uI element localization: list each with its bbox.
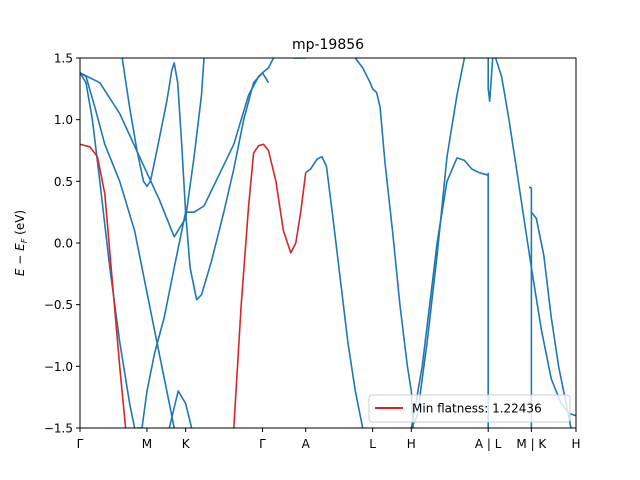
- band-line-2: [121, 58, 275, 301]
- band-line-6: [305, 155, 364, 428]
- x-tick-label: Γ: [259, 437, 266, 451]
- chart-title: mp-19856: [292, 37, 364, 53]
- y-tick-label: 0.0: [54, 237, 73, 251]
- band-line-4: [137, 72, 270, 428]
- y-tick-label: 0.5: [54, 175, 73, 189]
- x-tick-label: H: [571, 437, 580, 451]
- band-line-5: [168, 390, 193, 428]
- band-lines: [80, 58, 576, 428]
- y-tick-label: 1.0: [54, 113, 73, 127]
- x-tick-label: A: [302, 437, 311, 451]
- x-tick-label: M: [142, 437, 152, 451]
- y-axis-label: E − EF (eV): [13, 210, 29, 276]
- y-tick-label: −0.5: [44, 298, 73, 312]
- x-tick-label: H: [407, 437, 416, 451]
- band-line-3: [80, 58, 205, 238]
- y-tick-label: −1.0: [44, 360, 73, 374]
- flat-band-line-0: [80, 143, 127, 428]
- x-tick-label: Γ: [77, 437, 84, 451]
- legend: Min flatness: 1.22436: [368, 394, 571, 423]
- band-line-13: [494, 58, 576, 417]
- band-line-8: [354, 58, 415, 428]
- flat-band-line-1: [233, 143, 307, 428]
- band-line-1: [80, 72, 136, 428]
- band-line-12: [487, 58, 494, 102]
- y-tick-label: 1.5: [54, 52, 73, 66]
- x-tick-label: M | K: [516, 437, 547, 451]
- x-tick-label: L: [369, 437, 376, 451]
- y-tick-label: −1.5: [44, 422, 73, 436]
- legend-label: Min flatness: 1.22436: [412, 402, 542, 416]
- x-tick-label: K: [182, 437, 191, 451]
- band-line-0: [80, 72, 175, 428]
- x-axis: Γ M K Γ A L H A | L M | K H: [77, 428, 581, 451]
- x-tick-label: A | L: [475, 437, 502, 451]
- plot-frame: [79, 57, 577, 429]
- legend-box: [368, 394, 571, 423]
- y-axis: 1.5 1.0 0.5 0.0 −0.5 −1.0 −1.5: [44, 52, 80, 436]
- band-line-9: [410, 157, 489, 428]
- band-line-10: [410, 58, 466, 428]
